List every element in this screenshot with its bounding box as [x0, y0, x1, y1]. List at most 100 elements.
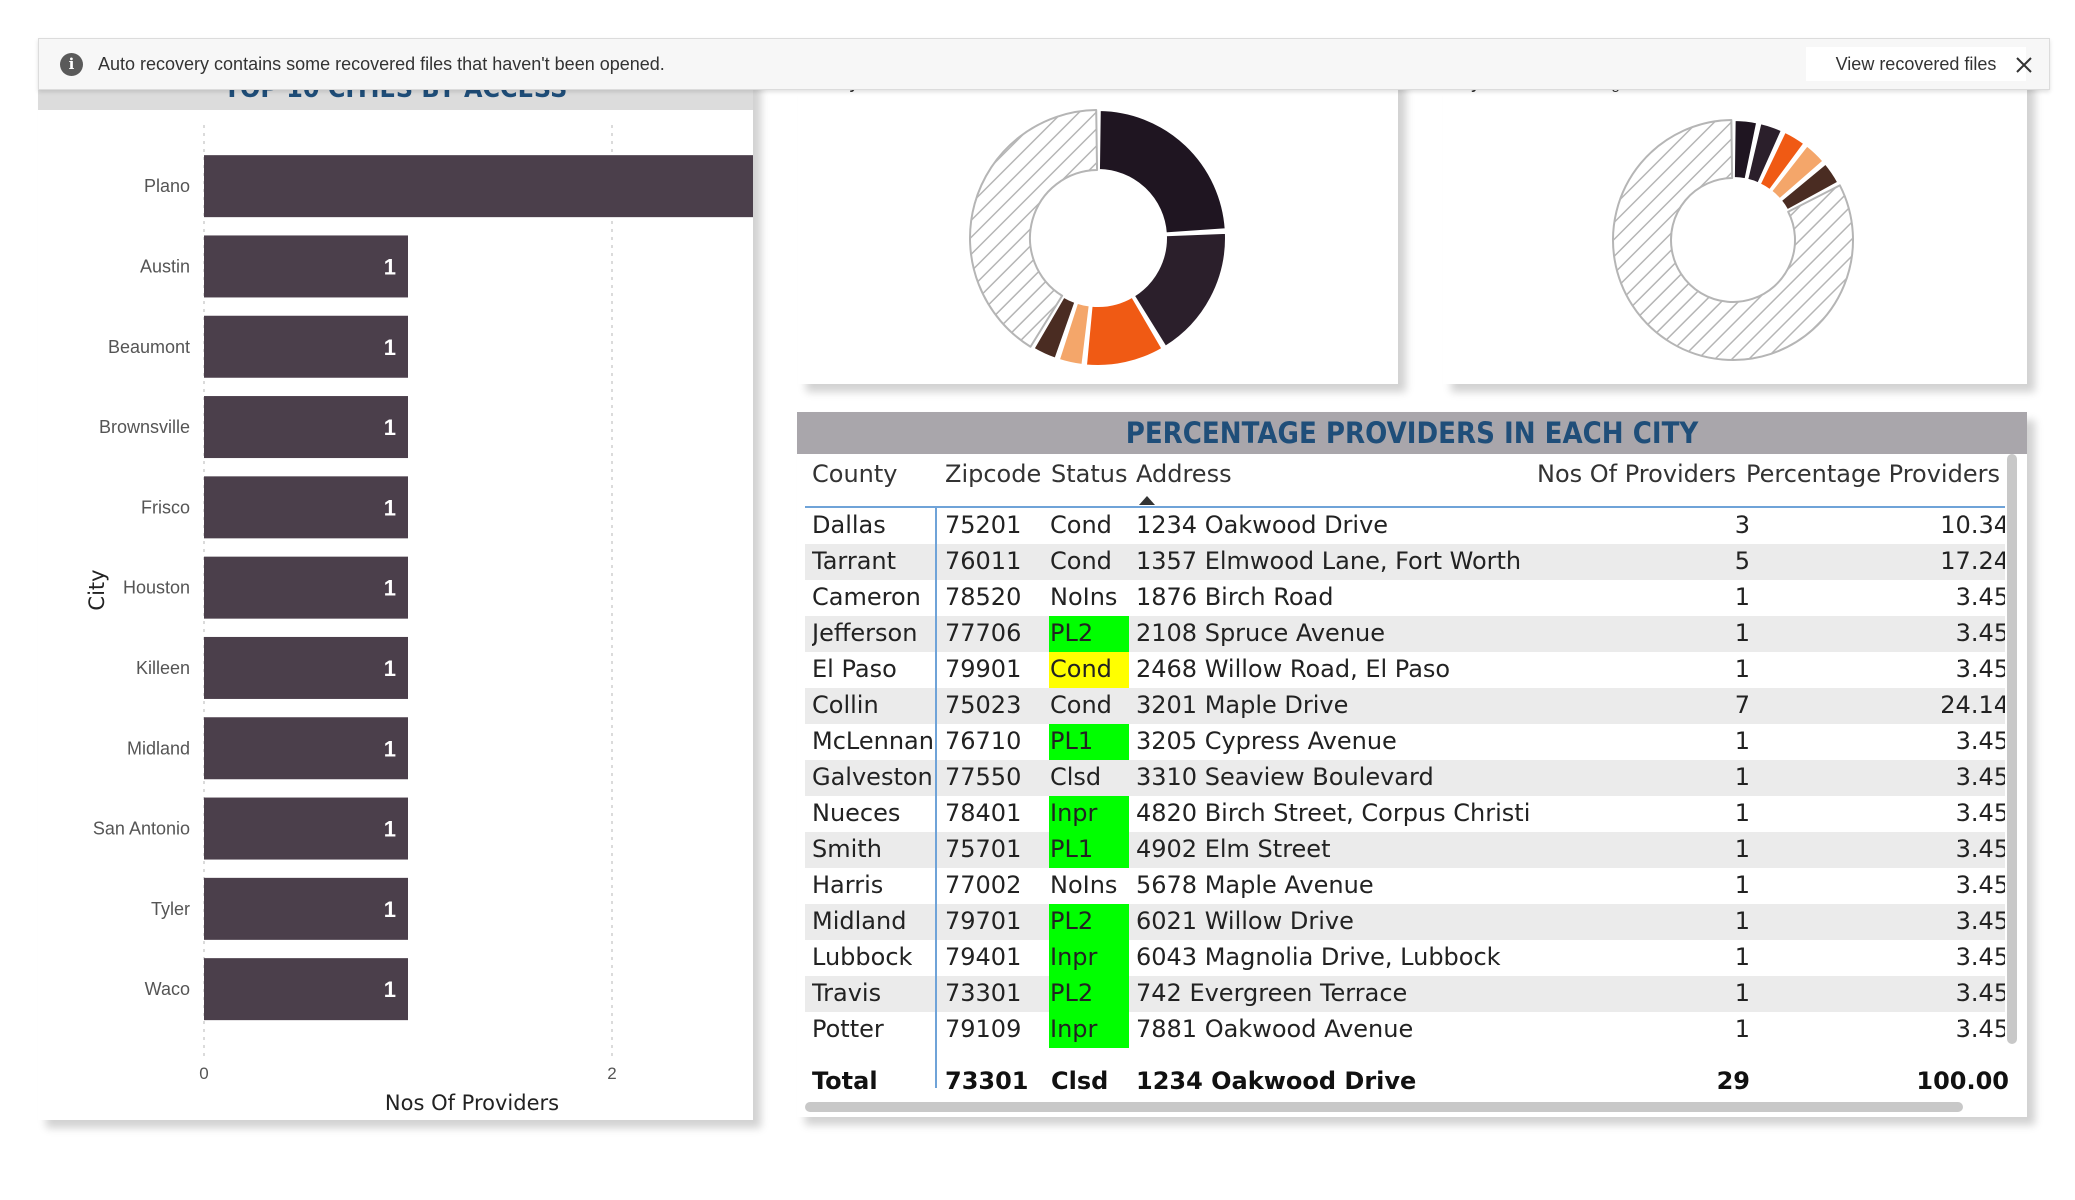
bar-killeen	[204, 636, 408, 699]
cell-percentage: 24.14	[1940, 691, 2005, 719]
cell-nos-of-providers: 1	[1734, 835, 1750, 863]
table-row[interactable]: Smith 75701 4902 Elm Street 1 3.45 PL1	[805, 832, 2005, 868]
cell-status: Cond	[1049, 652, 1129, 688]
cell-percentage: 3.45	[1955, 655, 2005, 683]
cell-county: Travis	[812, 979, 882, 1007]
view-recovered-files-button[interactable]: View recovered files	[1806, 47, 2026, 81]
category-label: Houston	[123, 578, 190, 598]
city-donut-chart[interactable]	[1443, 70, 2027, 384]
bar-waco	[204, 958, 408, 1021]
category-label: Frisco	[141, 497, 190, 517]
table-row[interactable]: Nueces 78401 4820 Birch Street, Corpus Chr…	[805, 796, 2005, 832]
city-donut-panel[interactable]: CityAmarilloArlingtonAustinBeaumontBrown…	[1443, 70, 2027, 384]
cell-county: Harris	[812, 871, 884, 899]
cell-address: 3310 Seaview Boulevard	[1136, 763, 1434, 791]
cell-address: 6021 Willow Drive	[1136, 907, 1354, 935]
data-label: 1	[384, 576, 396, 601]
table-row[interactable]: Lubbock 79401 6043 Magnolia Drive, Lubbock…	[805, 940, 2005, 976]
cell-status: PL2	[1049, 904, 1129, 940]
cell-nos-of-providers: 3	[1734, 511, 1750, 539]
cell-county: El Paso	[812, 655, 897, 683]
cell-status: PL1	[1049, 832, 1129, 868]
cell-nos-of-providers: 1	[1734, 763, 1750, 791]
horizontal-scrollbar[interactable]	[805, 1102, 1963, 1112]
category-label: Brownsville	[99, 417, 190, 437]
table-row[interactable]: Dallas 75201 1234 Oakwood Drive 3 10.34 Cond	[805, 508, 2005, 544]
cell-percentage: 10.34	[1940, 511, 2005, 539]
table-row[interactable]: El Paso 79901 2468 Willow Road, El Paso 1 3.…	[805, 652, 2005, 688]
cell-percentage: 3.45	[1955, 583, 2005, 611]
header-percentage[interactable]: Percentage Providers by C	[1746, 460, 2008, 488]
table-row[interactable]: Jefferson 77706 2108 Spruce Avenue 1 3.45 PL2	[805, 616, 2005, 652]
header-zipcode[interactable]: Zipcode	[945, 460, 1042, 488]
cell-status: Inpr	[1049, 940, 1129, 976]
cell-address: 1876 Birch Road	[1136, 583, 1334, 611]
table-row[interactable]: Midland 79701 6021 Willow Drive 1 3.45 PL2	[805, 904, 2005, 940]
bar-austin	[204, 235, 408, 298]
county-donut-chart[interactable]	[798, 70, 1398, 384]
cell-zipcode: 78520	[945, 583, 1022, 611]
cell-zipcode: 73301	[945, 979, 1022, 1007]
header-county[interactable]: County	[812, 460, 898, 488]
table-row[interactable]: Travis 73301 742 Evergreen Terrace 1 3.45 PL2	[805, 976, 2005, 1012]
cell-county: Jefferson	[812, 619, 918, 647]
slice-dallas	[1084, 295, 1164, 367]
cell-county: Collin	[812, 691, 879, 719]
header-nos-of-providers[interactable]: Nos Of Providers	[1537, 460, 1737, 488]
table-row[interactable]: Harris 77002 5678 Maple Avenue 1 3.45 NoIns	[805, 868, 2005, 904]
close-icon[interactable]	[2012, 53, 2036, 77]
cell-zipcode: 78401	[945, 799, 1022, 827]
total-status: Clsd	[1051, 1067, 1109, 1095]
table-row[interactable]: Collin 75023 3201 Maple Drive 7 24.14 Cond	[805, 688, 2005, 724]
header-address[interactable]: Address	[1136, 460, 1232, 488]
cell-zipcode: 75201	[945, 511, 1022, 539]
top-cities-bar-chart-panel[interactable]: TOP 10 CITIES BY ACCESS 024Plano5Austin1…	[38, 70, 753, 1120]
percentage-providers-table-panel[interactable]: PERCENTAGE PROVIDERS IN EACH CITY County…	[797, 412, 2027, 1117]
vertical-scrollbar[interactable]	[2007, 454, 2017, 1044]
header-status[interactable]: Status	[1051, 460, 1128, 488]
x-axis-title: Nos Of Providers	[385, 1091, 559, 1115]
table-row[interactable]: Galveston 77550 3310 Seaview Boulevard 1 3.4…	[805, 760, 2005, 796]
cell-address: 1357 Elmwood Lane, Fort Worth	[1136, 547, 1522, 575]
table-title-strip	[797, 412, 2027, 454]
cell-county: Nueces	[812, 799, 901, 827]
cell-county: Tarrant	[812, 547, 897, 575]
slice-collin	[1097, 109, 1227, 235]
data-label: 1	[384, 897, 396, 922]
total-zipcode: 73301	[945, 1067, 1029, 1095]
cell-nos-of-providers: 1	[1734, 979, 1750, 1007]
bar-brownsville	[204, 396, 408, 459]
category-label: San Antonio	[93, 819, 190, 839]
table-total-row: Total 73301 Clsd 1234 Oakwood Drive 29 1…	[805, 1064, 2009, 1100]
table-row[interactable]: Tarrant 76011 1357 Elmwood Lane, Fort Wort…	[805, 544, 2005, 580]
table-body[interactable]: Dallas 75201 1234 Oakwood Drive 3 10.34 Cond T…	[805, 508, 2005, 1056]
total-address: 1234 Oakwood Drive	[1136, 1067, 1417, 1095]
category-label: Tyler	[151, 899, 190, 919]
category-label: Waco	[145, 979, 190, 999]
cell-status: Inpr	[1049, 796, 1129, 832]
slice-arlington	[1746, 122, 1783, 185]
cell-county: McLennan	[812, 727, 934, 755]
cell-address: 5678 Maple Avenue	[1136, 871, 1374, 899]
table-row[interactable]: McLennan 76710 3205 Cypress Avenue 1 3.45 PL1	[805, 724, 2005, 760]
category-label: Plano	[144, 176, 190, 196]
cell-status: PL2	[1049, 976, 1129, 1012]
county-donut-panel[interactable]: CountyCollinTarrantDallasBellBexarOthers	[798, 70, 1398, 384]
cell-zipcode: 77550	[945, 763, 1022, 791]
cell-percentage: 3.45	[1955, 907, 2005, 935]
cell-zipcode: 75701	[945, 835, 1022, 863]
cell-address: 3205 Cypress Avenue	[1136, 727, 1397, 755]
cell-percentage: 3.45	[1955, 871, 2005, 899]
table-row[interactable]: Potter 79109 7881 Oakwood Avenue 1 3.45 Inpr	[805, 1012, 2005, 1048]
table-title: PERCENTAGE PROVIDERS IN EACH CITY	[1125, 416, 1699, 450]
table-row[interactable]: Cameron 78520 1876 Birch Road 1 3.45 NoIns	[805, 580, 2005, 616]
cell-status: Cond	[1050, 691, 1112, 719]
cell-zipcode: 77002	[945, 871, 1022, 899]
sort-ascending-icon[interactable]	[1139, 496, 1155, 505]
bar-chart[interactable]: 024Plano5Austin1Beaumont1Brownsville1Fri…	[38, 70, 753, 1120]
cell-percentage: 3.45	[1955, 763, 2005, 791]
cell-status: Inpr	[1049, 1012, 1129, 1048]
cell-status: Cond	[1050, 547, 1112, 575]
data-label: 1	[384, 495, 396, 520]
cell-percentage: 3.45	[1955, 727, 2005, 755]
